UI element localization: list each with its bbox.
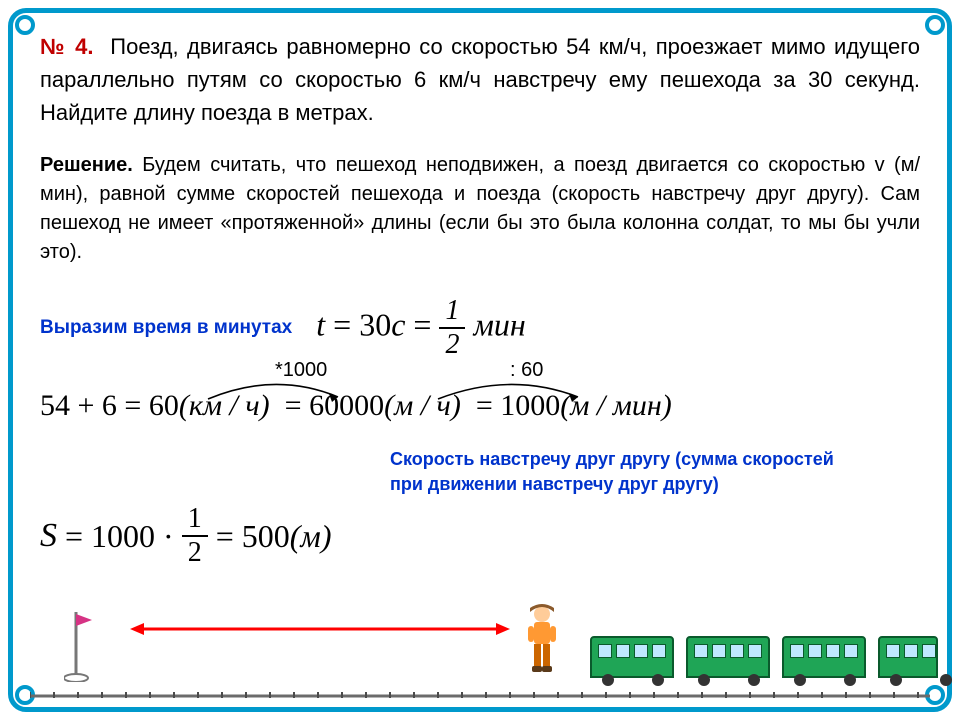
solution-text: Будем считать, что пешеход неподвижен, а… bbox=[40, 154, 920, 263]
conv-sum: 54 + 6 = 60 bbox=[40, 389, 179, 422]
time-fraction: 1 2 bbox=[439, 297, 465, 359]
conv-arrow-2 bbox=[430, 377, 590, 403]
conv-arrow-1 bbox=[200, 377, 350, 403]
problem-statement: № 4. Поезд, двигаясь равномерно со скоро… bbox=[40, 30, 920, 129]
pedestrian-icon bbox=[520, 604, 564, 678]
speed-note: Скорость навстречу друг другу (сумма ско… bbox=[390, 447, 920, 497]
content-area: № 4. Поезд, двигаясь равномерно со скоро… bbox=[40, 30, 920, 690]
solution-paragraph: Решение. Будем считать, что пешеход непо… bbox=[40, 151, 920, 267]
train-car bbox=[590, 636, 674, 678]
length-fraction: 1 2 bbox=[182, 505, 208, 567]
time-math: t = 30c = 1 2 мин bbox=[316, 297, 525, 359]
length-expression: S = 1000 · 1 2 = 500(м) bbox=[40, 505, 920, 567]
railway-track bbox=[30, 692, 930, 698]
solution-label: Решение. bbox=[40, 154, 133, 176]
time-expression: Выразим время в минутах t = 30c = 1 2 ми… bbox=[40, 297, 920, 359]
corner-dot-tr bbox=[925, 15, 945, 35]
problem-number: № 4. bbox=[40, 34, 94, 59]
train-car bbox=[878, 636, 938, 678]
time-label: Выразим время в минутах bbox=[40, 317, 292, 339]
problem-text: Поезд, двигаясь равномерно со скоростью … bbox=[40, 34, 920, 125]
flag-icon bbox=[64, 612, 94, 682]
train-scene bbox=[30, 596, 930, 706]
corner-dot-tl bbox=[15, 15, 35, 35]
conversion-row: *1000 : 60 54 + 6 = 60(км / ч) = 60000(м… bbox=[40, 389, 920, 423]
train-car bbox=[686, 636, 770, 678]
train-car bbox=[782, 636, 866, 678]
